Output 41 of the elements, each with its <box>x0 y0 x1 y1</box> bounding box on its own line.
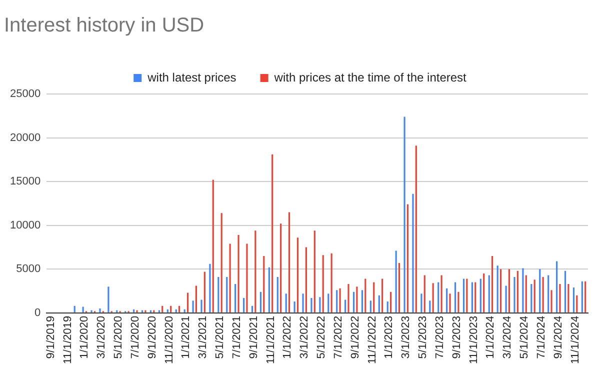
x-tick-label: 1/1/2023 <box>383 316 396 359</box>
x-tick-label: 5/1/2023 <box>417 316 430 359</box>
x-tick-label: 9/1/2023 <box>450 316 463 359</box>
x-tick-label: 11/1/2021 <box>264 316 277 364</box>
y-tick-label: 15000 <box>10 176 41 188</box>
y-tick-label: 25000 <box>10 88 41 100</box>
x-tick-label: 7/1/2022 <box>332 316 344 359</box>
x-tick-label: 3/1/2022 <box>298 316 311 359</box>
x-tick-label: 11/1/2022 <box>366 316 378 364</box>
x-tick-label: 5/1/2024 <box>518 316 531 359</box>
x-tick-label: 5/1/2020 <box>112 316 125 359</box>
x-tick-label: 5/1/2022 <box>316 316 328 359</box>
x-tick-label: 7/1/2020 <box>129 316 142 359</box>
x-tick-label: 9/1/2021 <box>248 316 260 359</box>
y-tick-label: 20000 <box>10 132 41 144</box>
x-tick-label: 9/1/2020 <box>146 316 158 359</box>
legend-label: with latest prices <box>146 70 236 84</box>
x-tick-label: 9/1/2024 <box>552 316 564 359</box>
x-tick-label: 9/1/2019 <box>44 316 57 359</box>
x-tick-label: 3/1/2021 <box>197 316 210 359</box>
chart-title: Interest history in USD <box>4 14 204 37</box>
x-tick-label: 11/1/2019 <box>62 316 74 364</box>
x-tick-label: 11/1/2020 <box>163 316 176 364</box>
x-tick-label: 5/1/2021 <box>214 316 226 359</box>
x-tick-label: 11/1/2024 <box>569 316 582 364</box>
y-tick-label: 0 <box>34 306 41 319</box>
x-tick-label: 3/1/2023 <box>400 316 412 359</box>
x-tick-label: 1/1/2020 <box>78 316 91 359</box>
x-tick-label: 1/1/2024 <box>484 316 497 359</box>
x-tick-label: 7/1/2021 <box>230 316 243 359</box>
x-tick-label: 3/1/2020 <box>96 316 108 359</box>
x-tick-label: 7/1/2023 <box>434 316 446 359</box>
y-tick-label: 10000 <box>10 219 41 232</box>
x-tick-label: 1/1/2021 <box>180 316 192 359</box>
x-tick-label: 7/1/2024 <box>536 316 548 359</box>
x-tick-label: 1/1/2022 <box>282 316 294 359</box>
y-tick-label: 5000 <box>16 263 41 276</box>
legend-label: with prices at the time of the interest <box>273 70 468 84</box>
x-tick-label: 11/1/2023 <box>468 316 480 364</box>
x-tick-label: 3/1/2024 <box>502 316 514 359</box>
x-tick-label: 9/1/2022 <box>349 316 362 359</box>
